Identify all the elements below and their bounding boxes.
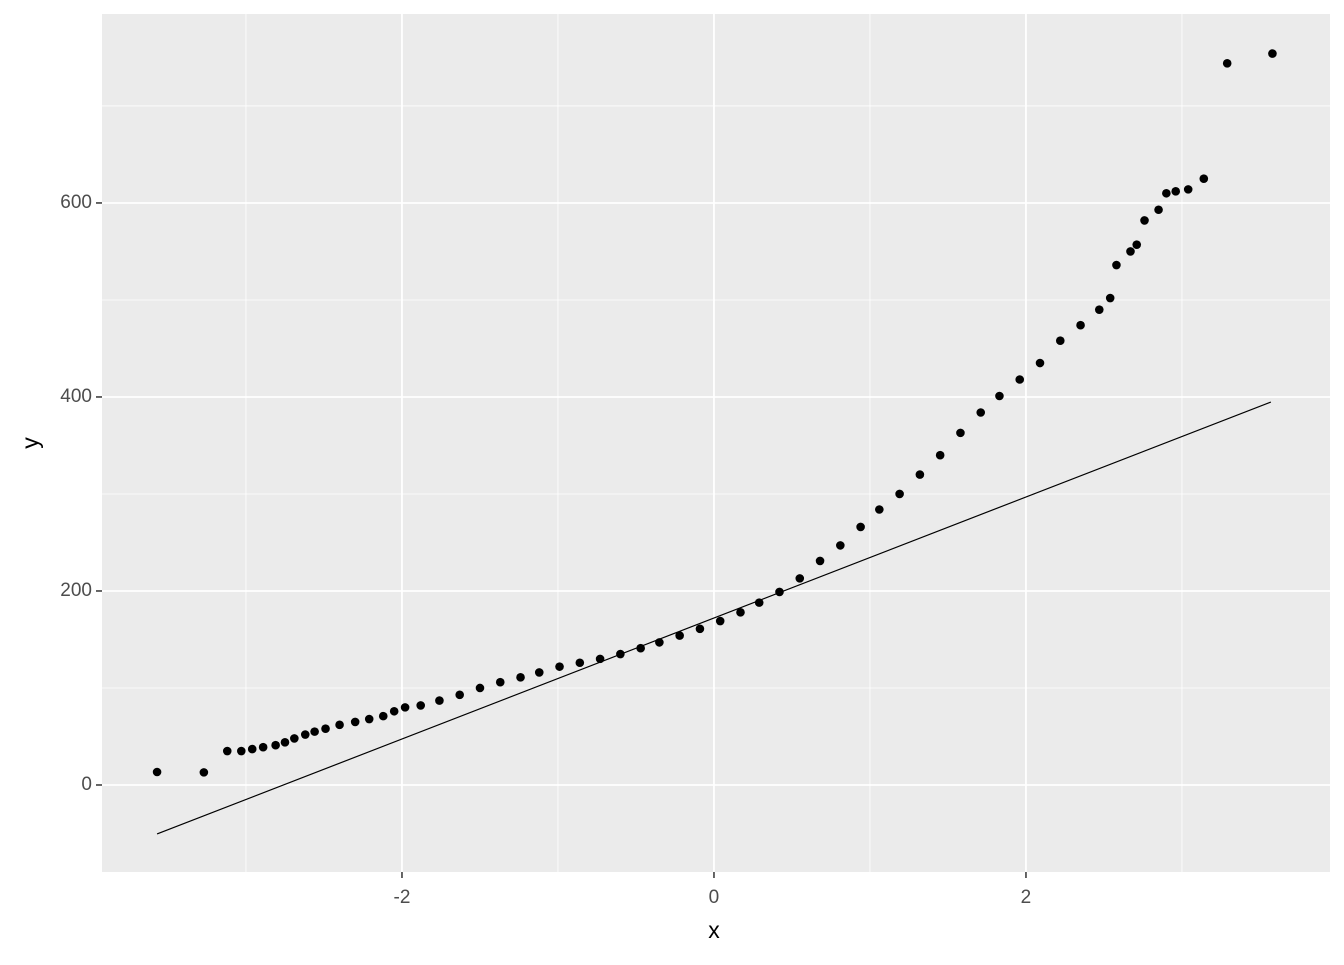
point bbox=[736, 608, 745, 617]
point bbox=[935, 450, 945, 460]
point bbox=[575, 658, 585, 668]
point bbox=[1105, 293, 1115, 303]
point bbox=[675, 631, 684, 640]
y-tick-label: 0 bbox=[81, 774, 92, 795]
point bbox=[856, 522, 865, 532]
point bbox=[555, 662, 564, 671]
point bbox=[237, 746, 246, 756]
point bbox=[1183, 185, 1193, 194]
point bbox=[1132, 240, 1142, 249]
point bbox=[795, 574, 805, 583]
point bbox=[1162, 188, 1171, 198]
reference-line bbox=[156, 401, 1272, 835]
point bbox=[475, 683, 485, 693]
point bbox=[1154, 205, 1163, 215]
point bbox=[516, 673, 525, 682]
point bbox=[350, 717, 360, 727]
x-tick-label: -2 bbox=[394, 887, 411, 908]
point bbox=[895, 489, 904, 499]
y-tick-label: 200 bbox=[60, 580, 92, 601]
point bbox=[1055, 336, 1065, 346]
y-axis-title: y bbox=[17, 437, 43, 449]
point bbox=[400, 703, 410, 712]
point bbox=[435, 696, 444, 705]
y-tick-label: 600 bbox=[60, 192, 92, 213]
x-axis-title: x bbox=[708, 917, 720, 943]
point bbox=[222, 746, 232, 756]
point bbox=[695, 624, 705, 634]
point bbox=[258, 742, 268, 752]
point bbox=[915, 470, 925, 479]
point bbox=[335, 720, 344, 730]
point bbox=[1076, 320, 1085, 330]
point bbox=[1171, 187, 1181, 196]
point bbox=[1222, 58, 1232, 68]
point bbox=[1126, 247, 1135, 256]
point bbox=[495, 677, 505, 687]
point bbox=[455, 690, 464, 700]
point bbox=[389, 706, 399, 716]
point bbox=[1015, 375, 1025, 384]
point bbox=[152, 767, 162, 777]
point bbox=[364, 714, 374, 724]
panel bbox=[102, 14, 1330, 872]
point bbox=[995, 391, 1004, 401]
point bbox=[199, 768, 209, 777]
point bbox=[754, 598, 764, 607]
point bbox=[290, 734, 299, 743]
point bbox=[1112, 260, 1121, 270]
x-tick-label: 0 bbox=[709, 887, 720, 908]
y-tick-label: 400 bbox=[60, 386, 92, 407]
point bbox=[534, 668, 544, 677]
point bbox=[1199, 174, 1209, 184]
point bbox=[1094, 305, 1104, 314]
point bbox=[956, 428, 965, 438]
point bbox=[300, 730, 310, 739]
point bbox=[378, 711, 388, 721]
point bbox=[321, 724, 330, 734]
point bbox=[715, 616, 725, 626]
point bbox=[271, 740, 280, 750]
point bbox=[280, 738, 290, 747]
point bbox=[976, 408, 986, 417]
point bbox=[310, 727, 319, 736]
point bbox=[247, 744, 257, 754]
x-tick-label: 2 bbox=[1021, 887, 1032, 908]
point bbox=[1268, 49, 1277, 58]
point bbox=[1140, 216, 1149, 225]
point bbox=[815, 556, 825, 566]
point bbox=[836, 541, 845, 550]
point bbox=[416, 701, 425, 710]
point bbox=[1035, 358, 1045, 368]
point bbox=[875, 505, 884, 514]
